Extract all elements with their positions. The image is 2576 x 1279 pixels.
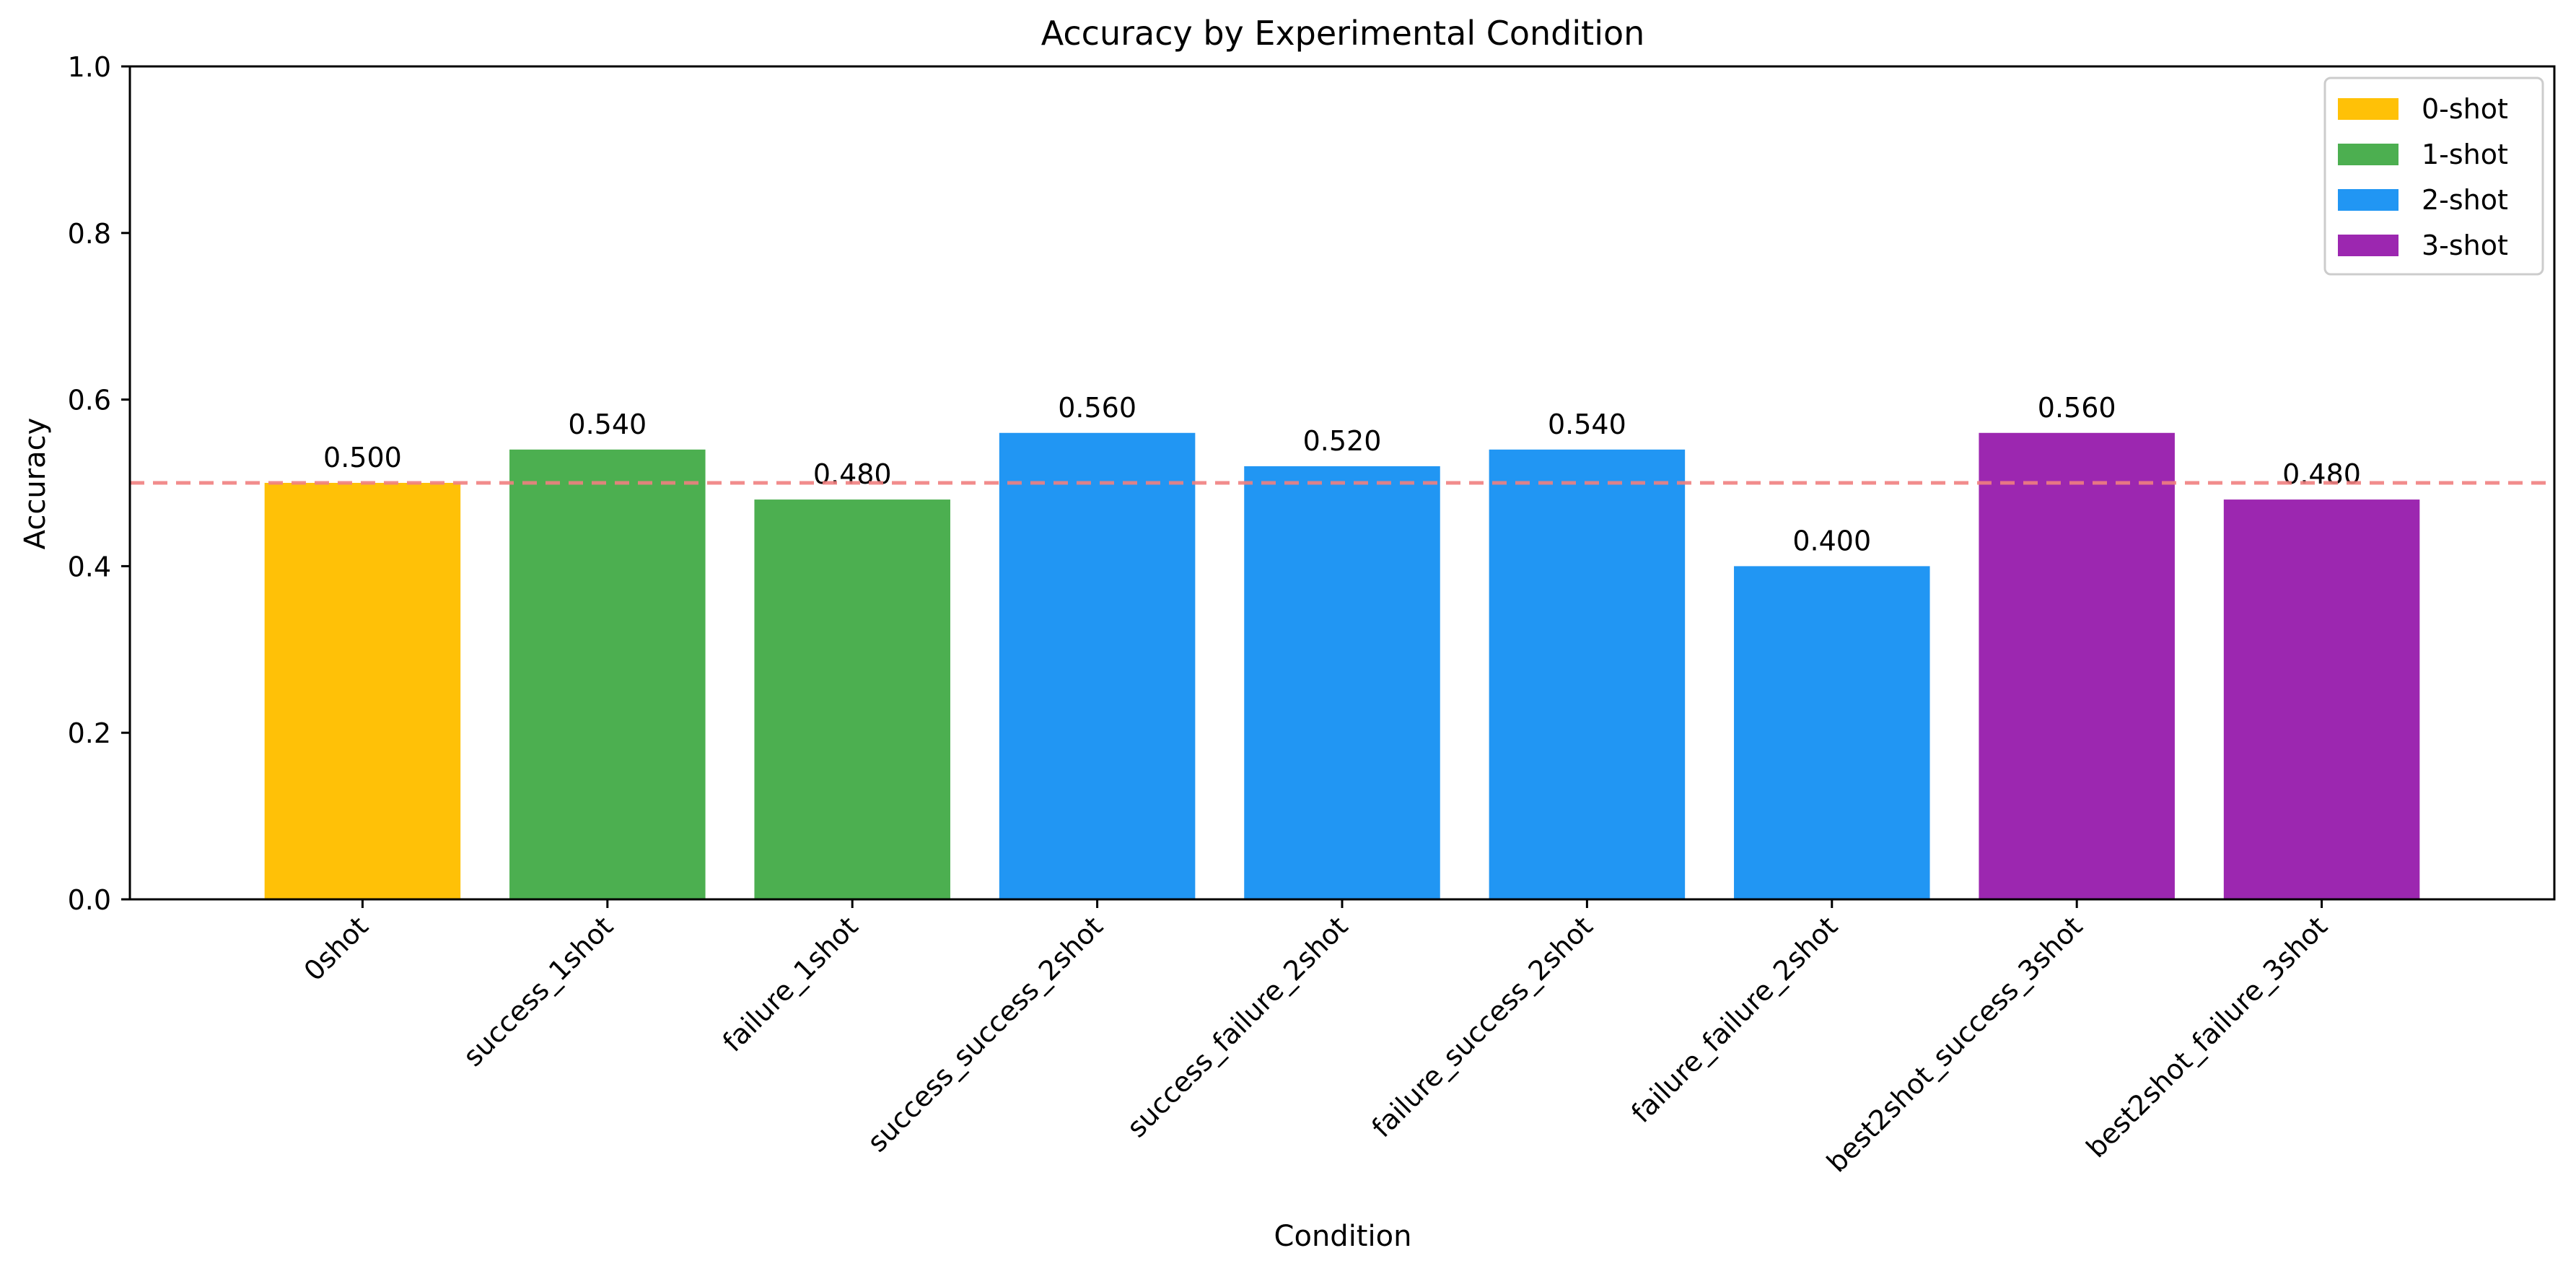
legend-swatch-0-shot xyxy=(2338,98,2398,120)
y-tick-label: 1.0 xyxy=(68,51,111,83)
legend-label: 0-shot xyxy=(2422,93,2508,125)
x-tick-label: success_1shot xyxy=(457,910,619,1073)
bar-success_failure_2shot xyxy=(1244,466,1440,899)
bar-value-label: 0.500 xyxy=(323,442,402,473)
y-tick-label: 0.0 xyxy=(68,884,111,916)
legend-label: 2-shot xyxy=(2422,184,2508,216)
bar-best2shot_success_3shot xyxy=(1979,432,2175,899)
y-axis-label: Accuracy xyxy=(19,418,52,550)
x-tick-label: best2shot_success_3shot xyxy=(1821,910,2088,1178)
bar-failure_1shot xyxy=(754,499,950,899)
legend-swatch-3-shot xyxy=(2338,235,2398,256)
bar-value-label: 0.540 xyxy=(568,409,647,440)
y-tick-label: 0.2 xyxy=(68,717,111,749)
x-tick-label: 0shot xyxy=(298,910,374,987)
legend-swatch-1-shot xyxy=(2338,144,2398,165)
chart-title: Accuracy by Experimental Condition xyxy=(1041,14,1645,53)
bar-value-label: 0.520 xyxy=(1303,425,1382,457)
x-axis-label: Condition xyxy=(1274,1220,1412,1253)
bar-value-label: 0.560 xyxy=(2038,392,2116,424)
plot-area: 0.500 0.540 0.480 0.560 0.520 0.540 0.400 0.560… xyxy=(68,51,2556,1179)
legend xyxy=(2323,77,2544,276)
bar-value-label: 0.560 xyxy=(1058,392,1136,424)
y-tick-label: 0.8 xyxy=(68,218,111,250)
x-tick-label: best2shot_failure_3shot xyxy=(2080,910,2334,1164)
bar-value-label: 0.540 xyxy=(1548,409,1626,440)
bar-failure_success_2shot xyxy=(1489,449,1686,899)
x-tick-label: success_failure_2shot xyxy=(1121,910,1354,1143)
x-tick-label: failure_1shot xyxy=(717,910,864,1058)
bar-value-label: 0.400 xyxy=(1792,525,1871,556)
legend-label: 3-shot xyxy=(2422,230,2508,261)
bar-best2shot_failure_3shot xyxy=(2223,499,2420,899)
x-tick-label: failure_failure_2shot xyxy=(1625,910,1844,1129)
legend-label: 1-shot xyxy=(2422,139,2508,170)
bar-success_1shot xyxy=(509,449,706,899)
bar-failure_failure_2shot xyxy=(1734,566,1930,899)
y-tick-label: 0.6 xyxy=(68,385,111,416)
y-tick-label: 0.4 xyxy=(68,551,111,582)
legend-swatch-2-shot xyxy=(2338,189,2398,211)
x-tick-label: failure_success_2shot xyxy=(1366,910,1599,1143)
bar-0shot xyxy=(264,483,461,899)
bar-success_success_2shot xyxy=(999,432,1196,899)
bar-value-label: 0.480 xyxy=(813,458,892,490)
bar-value-label: 0.480 xyxy=(2282,458,2361,490)
x-tick-label: success_success_2shot xyxy=(862,910,1109,1158)
